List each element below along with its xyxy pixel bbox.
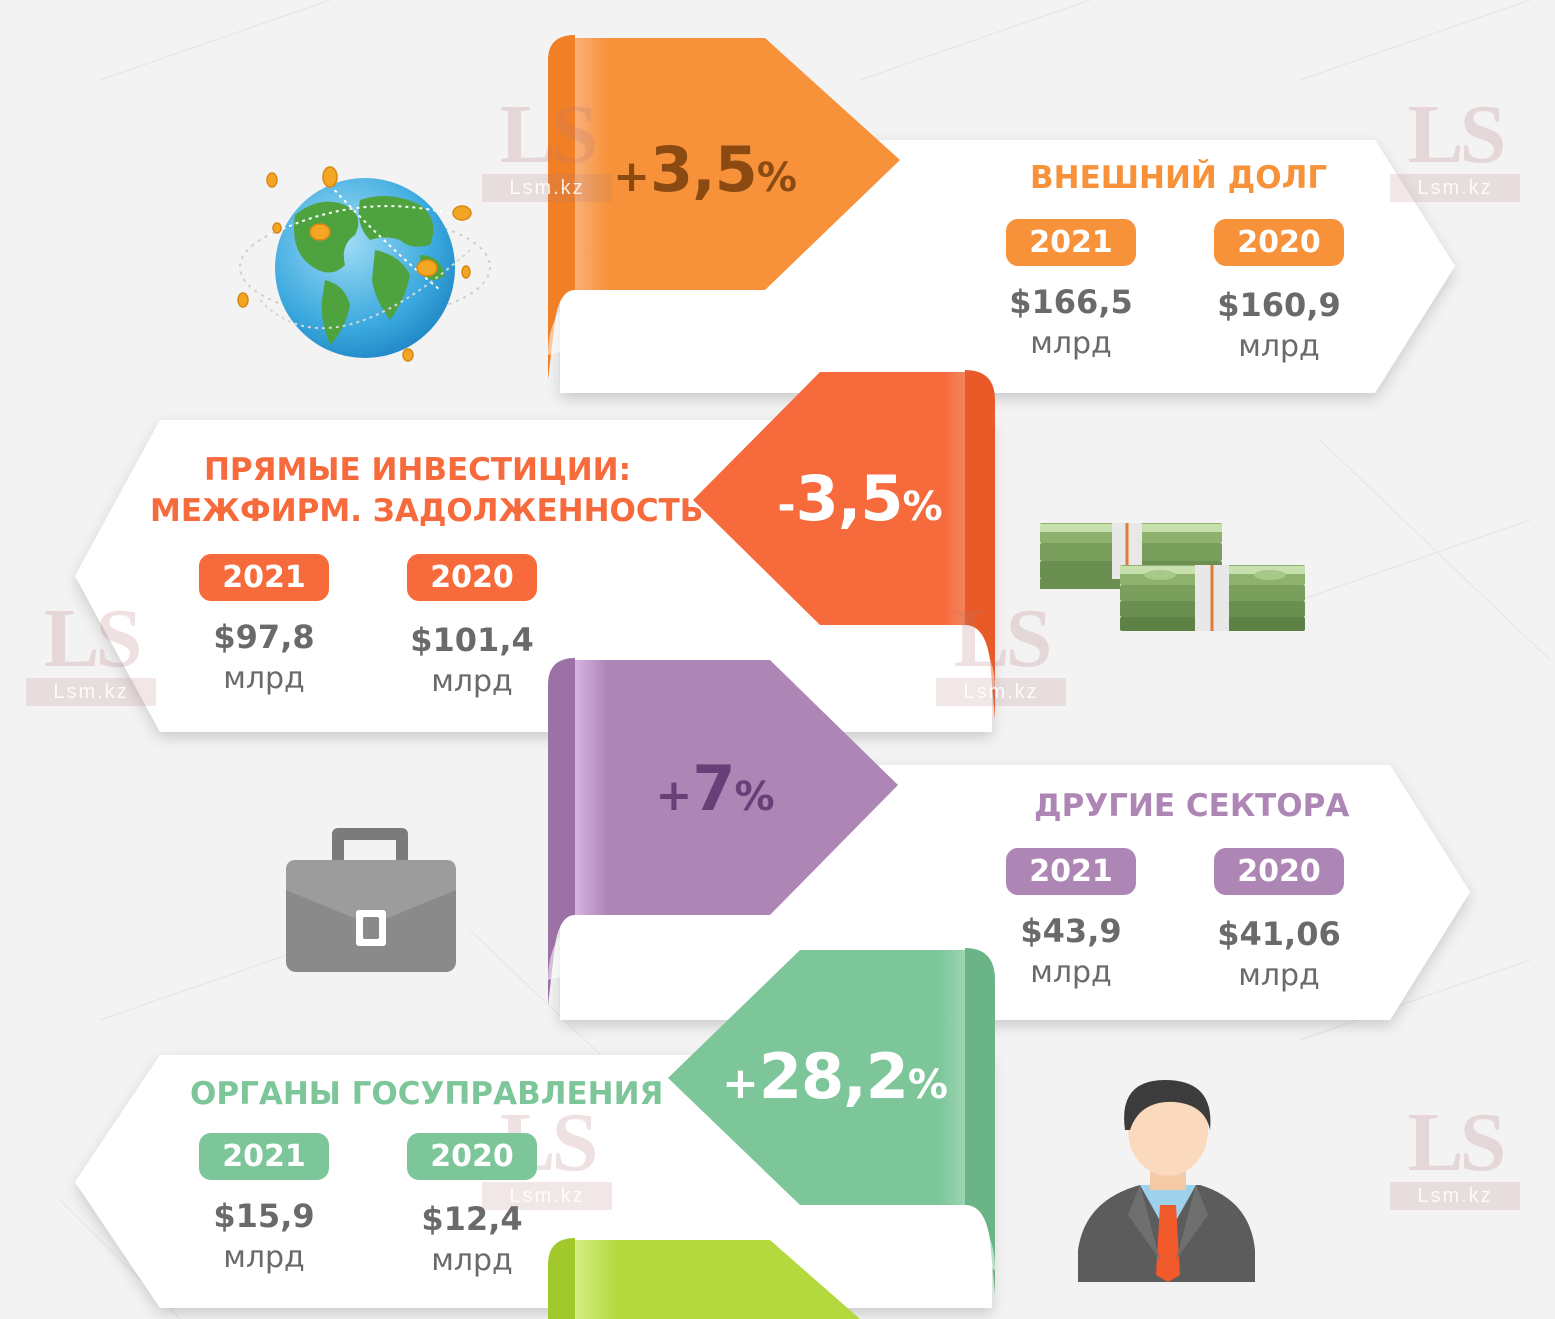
globe-icon <box>237 166 491 362</box>
year-badge-2021: 2021 <box>1006 219 1136 266</box>
briefcase-icon <box>286 828 456 972</box>
businessman-icon <box>1078 1080 1255 1282</box>
value-2021: $166,5 млрд <box>1009 283 1133 361</box>
year-badge-2021: 2021 <box>1006 848 1136 895</box>
section-title-external-debt: ВНЕШНИЙ ДОЛГ <box>1030 160 1328 196</box>
section-title-direct-investment: ПРЯМЫЕ ИНВЕСТИЦИИ: МЕЖФИРМ. ЗАДОЛЖЕННОСТЬ <box>150 452 704 529</box>
value-2021: $97,8 млрд <box>213 618 315 696</box>
year-badge-2020: 2020 <box>407 1133 537 1180</box>
change-percent-external-debt: +3,5% <box>613 133 797 206</box>
section-title-other-sectors: ДРУГИЕ СЕКТОРА <box>1034 788 1350 824</box>
money-stacks-icon <box>1040 523 1305 631</box>
section-title-government: ОРГАНЫ ГОСУПРАВЛЕНИЯ <box>190 1076 664 1112</box>
year-badge-2021: 2021 <box>199 1133 329 1180</box>
change-percent-other-sectors: +7% <box>655 752 775 825</box>
year-badge-2020: 2020 <box>407 554 537 601</box>
year-badge-2020: 2020 <box>1214 219 1344 266</box>
change-percent-government: +28,2% <box>722 1040 948 1113</box>
value-2020: $12,4 млрд <box>421 1200 523 1278</box>
value-2020: $41,06 млрд <box>1217 915 1341 993</box>
value-2020: $160,9 млрд <box>1217 286 1341 364</box>
year-badge-2021: 2021 <box>199 554 329 601</box>
year-badge-2020: 2020 <box>1214 848 1344 895</box>
value-2021: $43,9 млрд <box>1020 912 1122 990</box>
value-2021: $15,9 млрд <box>213 1197 315 1275</box>
change-percent-direct-investment: -3,5% <box>777 462 943 535</box>
value-2020: $101,4 млрд <box>410 621 534 699</box>
